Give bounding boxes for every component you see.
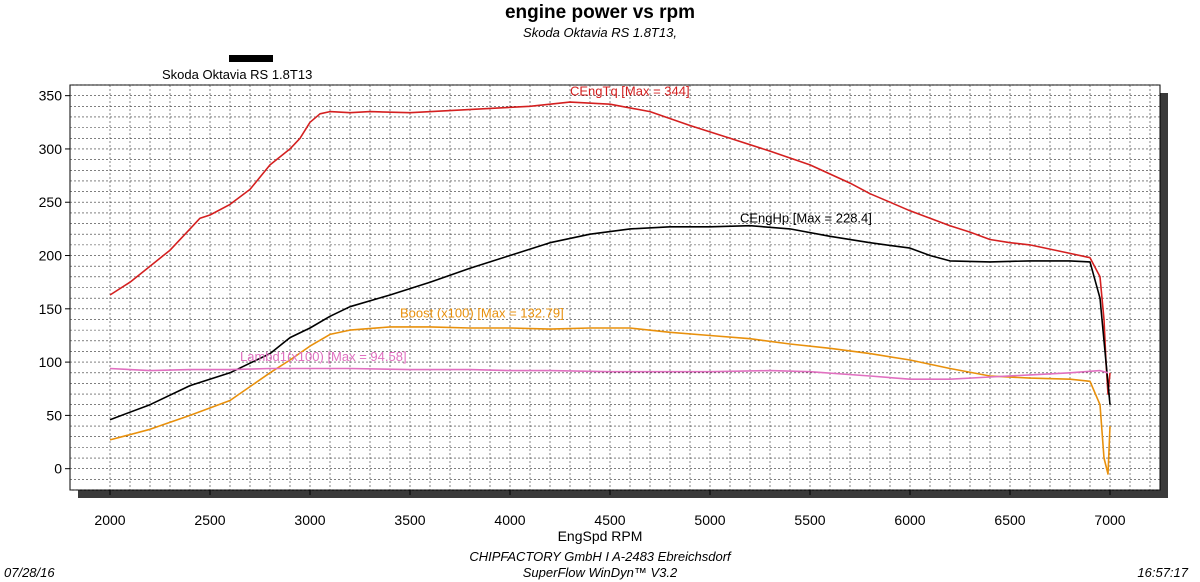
y-tick-label: 150 [39,301,63,317]
x-tick-label: 3000 [294,512,325,528]
series-line-1 [109,224,1111,421]
chart-subtitle: Skoda Oktavia RS 1.8T13, [523,25,677,40]
y-tick-label: 300 [39,141,63,157]
footer-time: 16:57:17 [1137,565,1188,580]
footer-company: CHIPFACTORY GmbH I A-2483 Ebreichsdorf [469,549,731,564]
x-tick-label: 4000 [494,512,525,528]
series-line-3 [109,367,1109,381]
x-tick-label: 2500 [194,512,225,528]
chart-title: engine power vs rpm [504,2,696,23]
legend-label: Skoda Oktavia RS 1.8T13 [162,67,313,82]
x-tick-label: 5500 [794,512,825,528]
series-line-2 [109,326,1111,475]
x-tick-label: 5000 [694,512,725,528]
legend-swatch [229,55,273,62]
footer-date: 07/28/16 [4,565,55,580]
x-tick-label: 6000 [894,512,925,528]
x-tick-label: 6500 [994,512,1025,528]
series-annotation-3: Lambd1(x100) [Max = 94.58] [240,349,407,364]
x-tick-label: 2000 [94,512,125,528]
y-tick-label: 100 [39,354,63,370]
y-tick-label: 0 [54,461,62,477]
x-tick-label: 7000 [1094,512,1125,528]
y-tick-label: 200 [39,248,63,264]
y-tick-label: 350 [39,88,63,104]
x-axis-label: EngSpd RPM [558,528,643,544]
y-tick-label: 250 [39,194,63,210]
x-tick-label: 3500 [394,512,425,528]
series-annotation-2: Boost (x100) [Max = 132.79] [400,305,564,320]
x-tick-label: 4500 [594,512,625,528]
series-annotation-0: CEngTq [Max = 344] [570,84,690,99]
series-line-0 [109,101,1111,395]
y-tick-label: 50 [46,407,62,423]
series-annotation-1: CEngHp [Max = 228.4] [740,210,872,225]
footer-software: SuperFlow WinDyn™ V3.2 [522,565,678,580]
